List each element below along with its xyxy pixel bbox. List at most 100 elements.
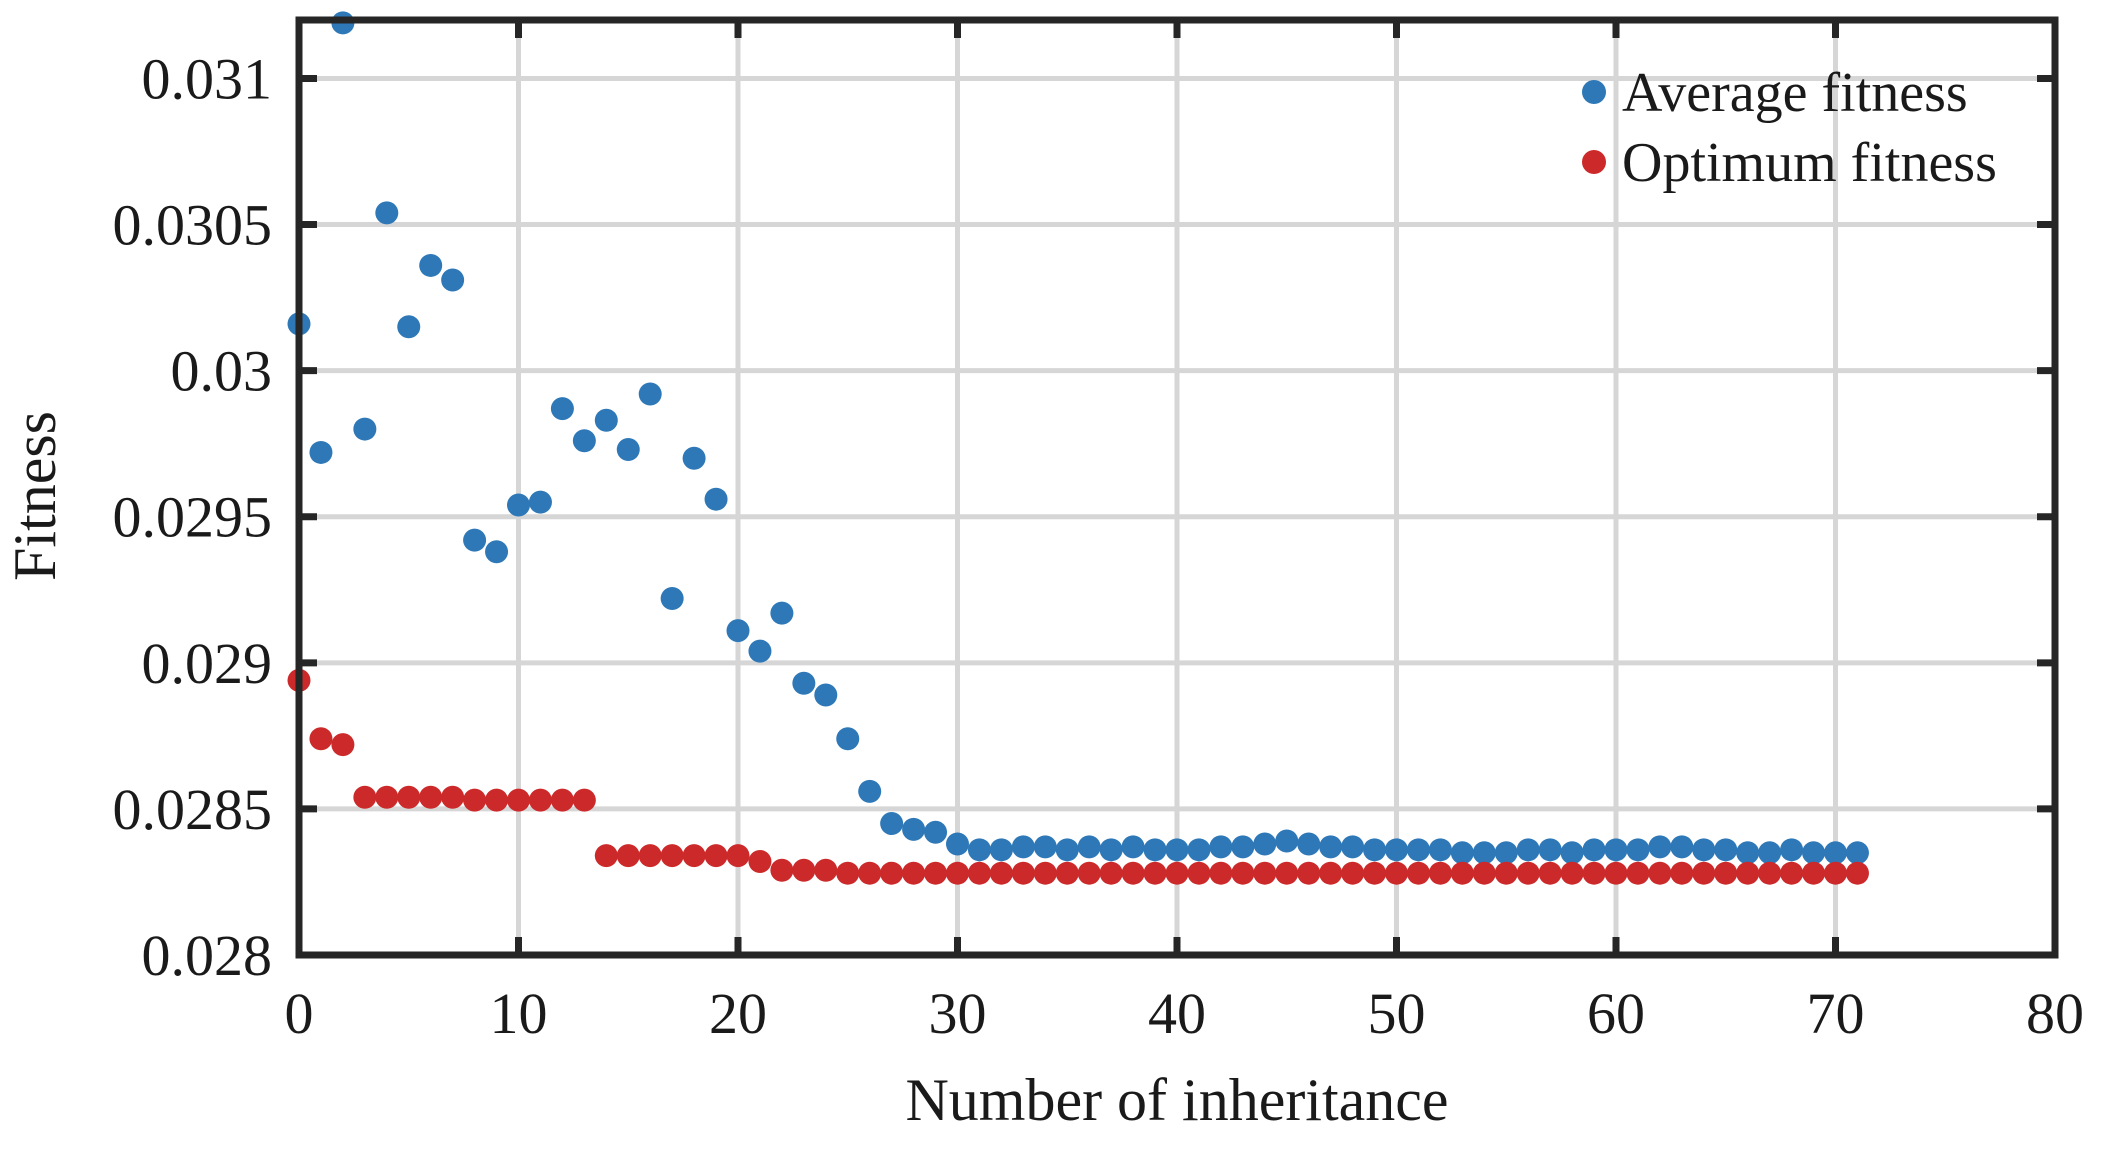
optimum-fitness-point bbox=[1538, 861, 1562, 885]
average-fitness-point bbox=[1143, 838, 1167, 862]
average-fitness-point bbox=[1845, 841, 1869, 865]
average-fitness-point bbox=[1736, 841, 1760, 865]
y-tick-label: 0.029 bbox=[142, 631, 273, 696]
average-fitness-point bbox=[1582, 838, 1606, 862]
average-fitness-point bbox=[1033, 835, 1057, 859]
data-points bbox=[287, 11, 1869, 885]
optimum-fitness-point bbox=[1011, 861, 1035, 885]
average-fitness-point bbox=[682, 446, 706, 470]
optimum-fitness-point bbox=[309, 727, 333, 751]
average-fitness-point bbox=[989, 838, 1013, 862]
average-fitness-point bbox=[1275, 829, 1299, 853]
x-tick-label: 40 bbox=[1148, 981, 1206, 1046]
x-tick-label: 50 bbox=[1368, 981, 1426, 1046]
optimum-fitness-point bbox=[1033, 861, 1057, 885]
average-fitness-point bbox=[616, 438, 640, 462]
average-fitness-point bbox=[1209, 835, 1233, 859]
optimum-fitness-point bbox=[1099, 861, 1123, 885]
legend-marker-average-fitness bbox=[1582, 80, 1606, 104]
optimum-fitness-point bbox=[1626, 861, 1650, 885]
average-fitness-point bbox=[880, 812, 904, 836]
optimum-fitness-point bbox=[946, 861, 969, 885]
average-fitness-point bbox=[1319, 835, 1343, 859]
average-fitness-point bbox=[441, 268, 465, 292]
optimum-fitness-point bbox=[1560, 861, 1584, 885]
average-fitness-point bbox=[704, 487, 728, 511]
optimum-fitness-point bbox=[594, 844, 618, 868]
y-tick-label: 0.0285 bbox=[113, 777, 273, 842]
average-fitness-point bbox=[638, 382, 662, 406]
optimum-fitness-point bbox=[1758, 861, 1782, 885]
average-fitness-point bbox=[1055, 838, 1079, 862]
y-tick-label: 0.0305 bbox=[113, 193, 273, 258]
optimum-fitness-point bbox=[1428, 861, 1452, 885]
optimum-fitness-point bbox=[572, 788, 596, 812]
average-fitness-point bbox=[1406, 838, 1430, 862]
optimum-fitness-point bbox=[967, 861, 991, 885]
optimum-fitness-point bbox=[1231, 861, 1255, 885]
x-tick-label: 60 bbox=[1587, 981, 1645, 1046]
optimum-fitness-point bbox=[1209, 861, 1233, 885]
x-tick-label: 70 bbox=[1807, 981, 1865, 1046]
optimum-fitness-point bbox=[1714, 861, 1738, 885]
average-fitness-point bbox=[463, 528, 487, 552]
average-fitness-point bbox=[1341, 835, 1365, 859]
legend-marker-optimum-fitness bbox=[1582, 150, 1606, 174]
optimum-fitness-point bbox=[1319, 861, 1343, 885]
average-fitness-point bbox=[550, 397, 574, 421]
average-fitness-point bbox=[1604, 838, 1628, 862]
optimum-fitness-point bbox=[1516, 861, 1540, 885]
optimum-fitness-point bbox=[1472, 861, 1496, 885]
legend-label-average-fitness: Average fitness bbox=[1622, 62, 1968, 124]
average-fitness-point bbox=[792, 671, 816, 695]
average-fitness-point bbox=[1626, 838, 1650, 862]
average-fitness-point bbox=[836, 727, 860, 751]
y-tick-label: 0.028 bbox=[142, 923, 273, 988]
optimum-fitness-point bbox=[463, 788, 487, 812]
optimum-fitness-point bbox=[1824, 861, 1847, 885]
optimum-fitness-point bbox=[1450, 861, 1474, 885]
optimum-fitness-point bbox=[880, 861, 904, 885]
optimum-fitness-point bbox=[1077, 861, 1101, 885]
average-fitness-point bbox=[1363, 838, 1387, 862]
average-fitness-point bbox=[1450, 841, 1474, 865]
optimum-fitness-point bbox=[726, 844, 750, 868]
optimum-fitness-point bbox=[682, 844, 706, 868]
average-fitness-point bbox=[902, 817, 926, 841]
average-fitness-point bbox=[1670, 835, 1694, 859]
optimum-fitness-point bbox=[1736, 861, 1760, 885]
optimum-fitness-point bbox=[1363, 861, 1387, 885]
optimum-fitness-point bbox=[1055, 861, 1079, 885]
optimum-fitness-point bbox=[1845, 861, 1869, 885]
optimum-fitness-point bbox=[353, 785, 377, 809]
optimum-fitness-point bbox=[1802, 861, 1826, 885]
average-fitness-point bbox=[1648, 835, 1672, 859]
average-fitness-point bbox=[814, 683, 838, 707]
optimum-fitness-point bbox=[1494, 861, 1518, 885]
optimum-fitness-point bbox=[660, 844, 684, 868]
axis-ticks: 0 10 20 30 40 50 60 70 80 0.028 0.0285 0.029 0.0295 0… bbox=[113, 20, 2084, 1046]
optimum-fitness-point bbox=[814, 858, 838, 882]
optimum-fitness-point bbox=[770, 858, 794, 882]
average-fitness-point bbox=[1099, 838, 1123, 862]
optimum-fitness-point bbox=[375, 785, 399, 809]
legend-label-optimum-fitness: Optimum fitness bbox=[1622, 132, 1997, 194]
optimum-fitness-point bbox=[1165, 861, 1189, 885]
optimum-fitness-point bbox=[331, 733, 355, 757]
optimum-fitness-point bbox=[1275, 861, 1299, 885]
average-fitness-point bbox=[1011, 835, 1035, 859]
x-tick-label: 30 bbox=[929, 981, 987, 1046]
y-tick-label: 0.031 bbox=[142, 46, 273, 111]
average-fitness-point bbox=[1077, 835, 1101, 859]
x-tick-label: 80 bbox=[2026, 981, 2084, 1046]
optimum-fitness-point bbox=[1297, 861, 1321, 885]
average-fitness-point bbox=[1516, 838, 1540, 862]
optimum-fitness-point bbox=[792, 858, 816, 882]
optimum-fitness-point bbox=[902, 861, 926, 885]
y-axis-title: Fitness bbox=[2, 411, 68, 581]
average-fitness-point bbox=[1472, 841, 1496, 865]
x-tick-label: 0 bbox=[285, 981, 314, 1046]
optimum-fitness-point bbox=[704, 844, 728, 868]
average-fitness-point bbox=[528, 490, 552, 514]
